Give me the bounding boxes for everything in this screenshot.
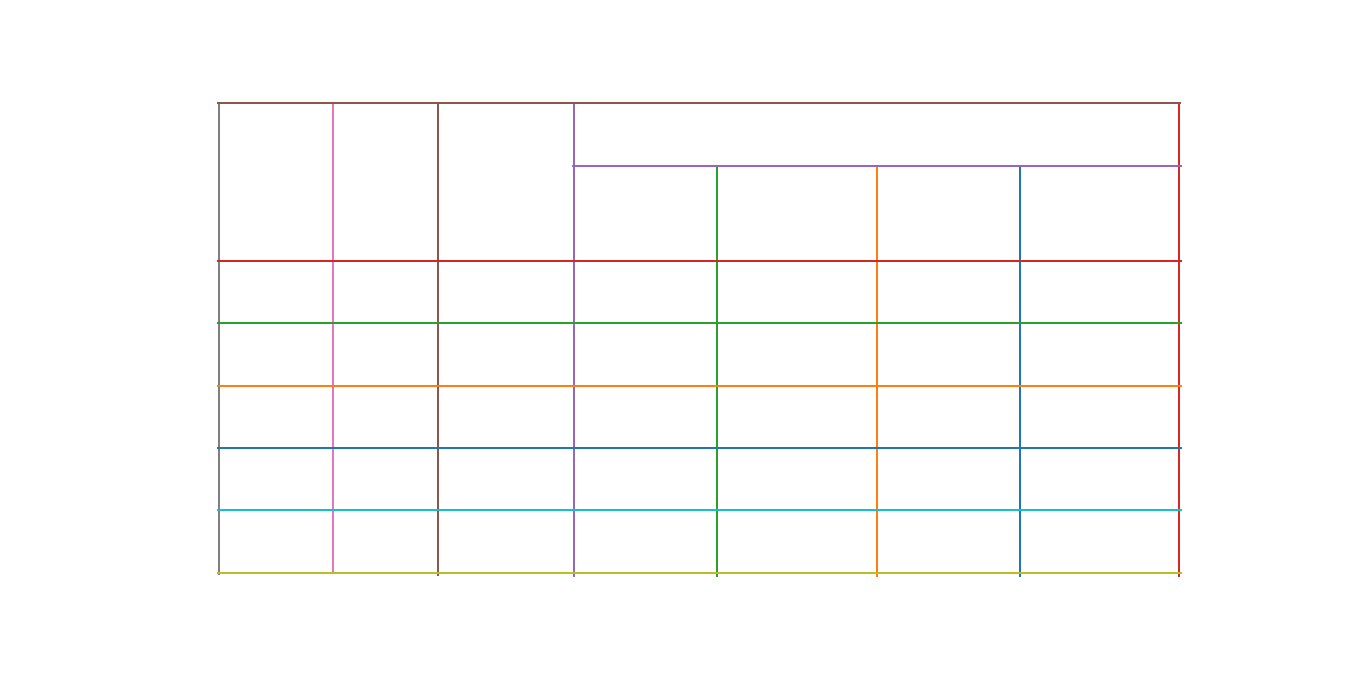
hline-cyan [217,509,1182,511]
vline-purple [573,102,575,577]
hline-red [217,260,1182,262]
hline-orange [217,385,1182,387]
vline-orange [876,165,878,577]
vline-gray [218,102,220,575]
hline-brown [217,102,1181,104]
vline-green [716,165,718,577]
hline-purple [572,165,1182,167]
vline-blue [1019,165,1021,577]
hline-blue [217,447,1182,449]
hline-olive [217,572,1182,574]
vline-pink [332,102,334,574]
hline-green [217,322,1182,324]
vline-red [1178,103,1180,577]
vline-brown [437,102,439,576]
